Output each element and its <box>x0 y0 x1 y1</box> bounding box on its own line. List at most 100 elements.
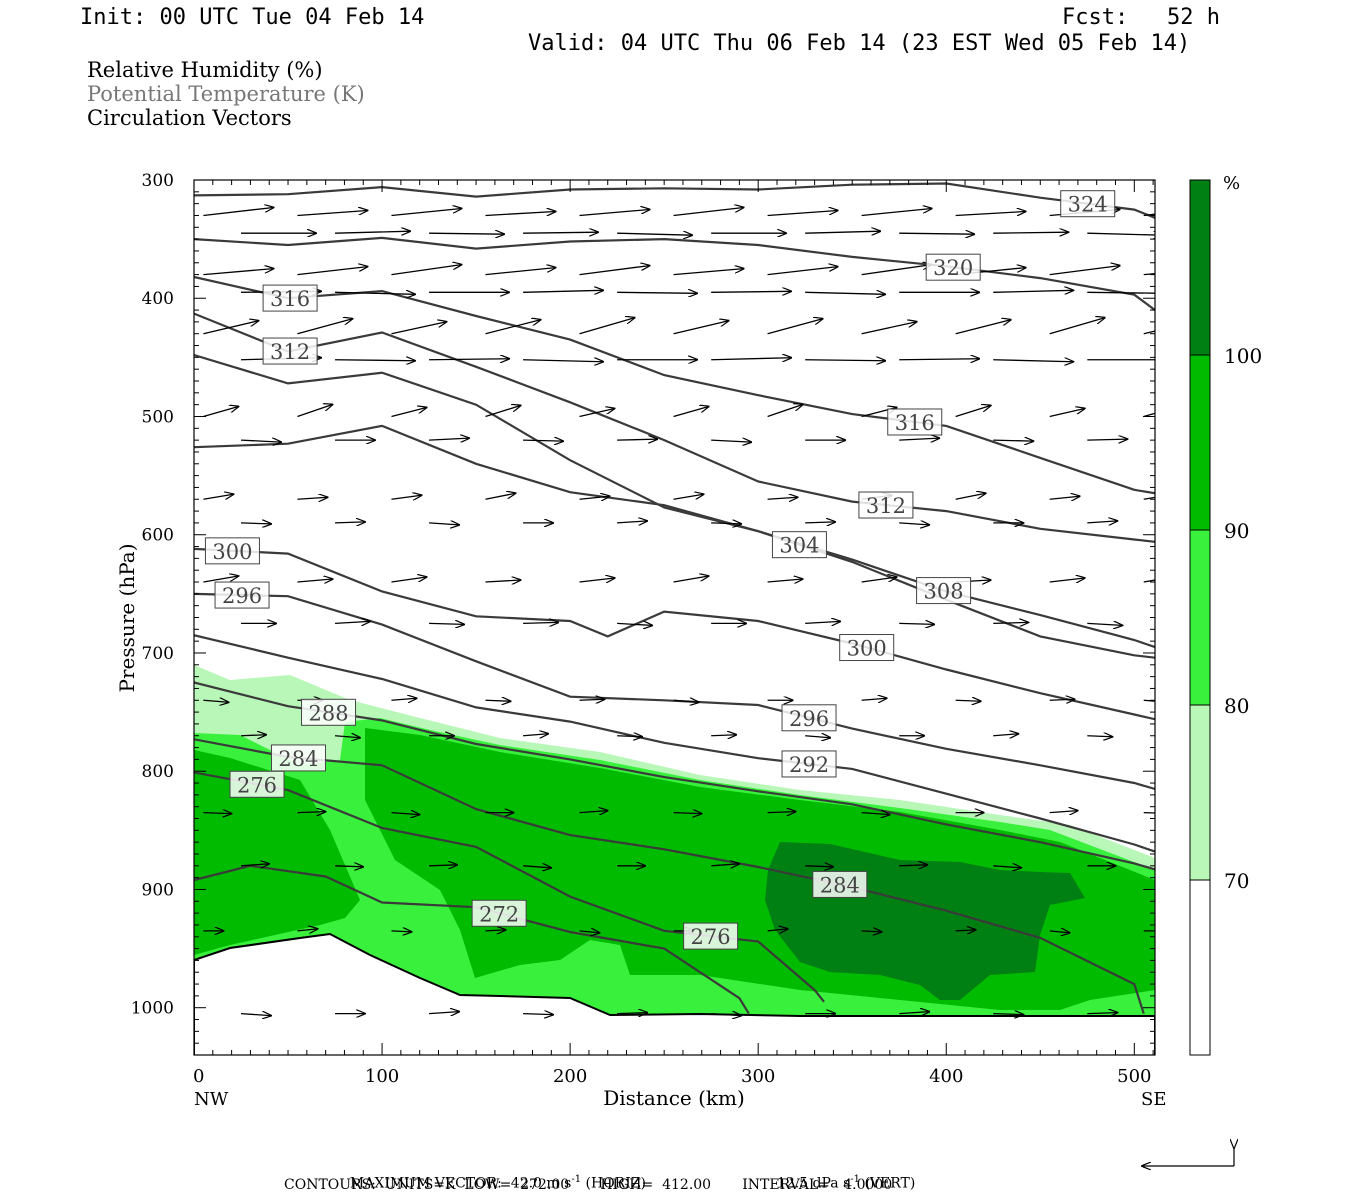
contour-label: 316 <box>270 287 310 311</box>
circulation-vector <box>673 813 702 814</box>
contour-label-box <box>916 577 972 605</box>
circulation-vector <box>203 494 233 500</box>
contour-label-box <box>858 491 914 519</box>
circulation-vector <box>861 577 897 583</box>
contour-label: 320 <box>933 256 973 280</box>
colorbar-segment-70 <box>1189 704 1211 881</box>
contour-label-box <box>471 899 527 927</box>
circulation-vector <box>1049 811 1078 813</box>
circulation-vector <box>1143 412 1155 418</box>
theta-contour-292 <box>194 634 1155 853</box>
circulation-vector <box>1087 233 1155 235</box>
circulation-vector <box>899 523 929 525</box>
circulation-vector <box>711 291 791 292</box>
circulation-vector <box>899 865 927 866</box>
circulation-vector <box>240 440 281 442</box>
circulation-vector <box>203 576 238 583</box>
valid-time: Valid: 04 UTC Thu 06 Feb 14 (23 EST Wed … <box>528 31 1191 56</box>
contour-label: 284 <box>820 873 860 897</box>
circulation-vector <box>240 864 269 866</box>
circulation-vector <box>617 736 642 737</box>
circulation-vector <box>297 929 317 931</box>
circulation-vector <box>955 700 981 701</box>
theta-contour-320 <box>194 236 1155 311</box>
contour-label: 300 <box>212 540 252 564</box>
contour-label: 292 <box>789 753 829 777</box>
circulation-vector <box>429 623 464 624</box>
circulation-vector <box>485 268 555 276</box>
circulation-vector <box>899 438 939 440</box>
y-tick-label: 900 <box>142 880 174 900</box>
circulation-vector <box>617 623 652 625</box>
circulation-vector <box>429 1012 459 1014</box>
theta-contour-316 <box>194 275 1155 495</box>
circulation-vector <box>579 931 600 933</box>
theta-contour-308 <box>194 353 1155 649</box>
theta-contour-284 <box>194 738 1145 1014</box>
circulation-vector <box>391 577 426 583</box>
y-tick-label: 400 <box>142 289 174 309</box>
circulation-vector <box>805 292 885 294</box>
circulation-vector <box>391 698 416 700</box>
contour-label-box <box>771 531 827 559</box>
circulation-vector <box>711 440 751 442</box>
circulation-vector <box>579 578 615 582</box>
circulation-vector <box>523 290 603 292</box>
circulation-vector <box>1143 496 1155 500</box>
y-tick-label: 700 <box>142 644 174 664</box>
nw-label: NW <box>194 1089 229 1110</box>
x-axis-title: Distance (km) <box>603 1086 745 1110</box>
circulation-vector <box>617 439 657 440</box>
circulation-vector <box>1049 496 1080 499</box>
contour-label-box <box>301 698 357 726</box>
circulation-vector <box>861 813 890 815</box>
theta-contour-300 <box>194 547 1155 721</box>
circulation-vector <box>579 318 635 335</box>
circulation-vector <box>1087 521 1117 523</box>
theta-contour-324 <box>194 182 1155 219</box>
contours-info: CONTOURS: UNITS=K LOW= 272.00 HIGH= 412.… <box>284 1177 893 1193</box>
circulation-vector <box>523 360 603 362</box>
x-axis: 100 200 300 400 500 <box>193 180 1154 1087</box>
circulation-vector <box>1049 408 1085 418</box>
circulation-vector <box>955 211 1026 217</box>
circulation-vector <box>805 866 833 867</box>
circulation-vector <box>673 269 744 276</box>
circulation-vector <box>767 812 796 813</box>
colorbar-segment-90 <box>1189 354 1211 531</box>
circulation-vector <box>993 622 1028 623</box>
y-tick-label: 300 <box>142 171 174 191</box>
circulation-vector <box>335 360 415 361</box>
circulation-vector <box>297 497 327 499</box>
circulation-vector <box>523 1014 553 1015</box>
contour-label-box <box>781 704 837 732</box>
circulation-vector <box>1087 439 1127 440</box>
circulation-vector <box>805 736 830 738</box>
circulation-vector <box>617 1013 647 1014</box>
circulation-vector <box>485 211 555 217</box>
circulation-vector <box>429 233 504 234</box>
circulation-vector <box>485 320 540 335</box>
x-tick-label: 300 <box>741 1066 775 1087</box>
contour-label: 312 <box>866 494 906 518</box>
circulation-vector <box>429 865 457 866</box>
circulation-vector <box>767 929 788 931</box>
terrain-mask <box>194 932 1155 1055</box>
circulation-vector <box>391 813 419 815</box>
rh-colorbar: % 100 90 80 70 <box>1189 173 1262 1056</box>
colorbar-segment-below <box>1189 879 1211 1056</box>
circulation-vectors <box>203 207 1155 1016</box>
contour-label: 304 <box>779 534 819 558</box>
circulation-vector <box>711 1014 741 1016</box>
circulation-vector <box>805 621 840 623</box>
contour-label-box <box>204 537 260 565</box>
circulation-vector <box>1143 330 1155 335</box>
colorbar-segment-100 <box>1189 179 1211 356</box>
contour-label: 296 <box>789 707 829 731</box>
circulation-vector <box>297 210 367 217</box>
circulation-vector <box>1049 578 1085 582</box>
circulation-vector <box>429 438 469 440</box>
circulation-vector <box>335 522 365 523</box>
circulation-vector <box>240 523 271 524</box>
